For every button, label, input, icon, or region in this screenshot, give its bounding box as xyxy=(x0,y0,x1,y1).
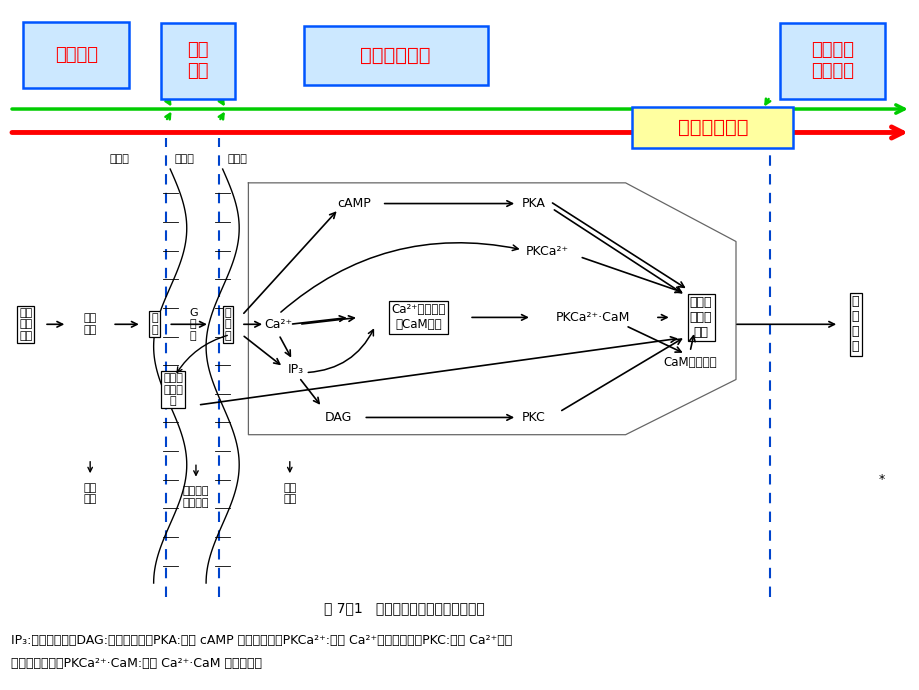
Text: PKCa²⁺: PKCa²⁺ xyxy=(526,246,568,258)
Text: IP₃:三磷酸肌醇；DAG:二酯酰甘油；PKA:依赖 cAMP 的蛋白激酶；PKCa²⁺:依赖 Ca²⁺的蛋白激酶；PKC:依赖 Ca²⁺与磷: IP₃:三磷酸肌醇；DAG:二酯酰甘油；PKA:依赖 cAMP 的蛋白激酶；PK… xyxy=(11,634,512,647)
Text: PKCa²⁺·CaM: PKCa²⁺·CaM xyxy=(556,311,630,324)
Text: 外界
环境
刺激: 外界 环境 刺激 xyxy=(19,308,32,341)
Text: 图 7－1   细胞信号转导的主要分子途径: 图 7－1 细胞信号转导的主要分子途径 xyxy=(324,602,484,615)
FancyBboxPatch shape xyxy=(161,23,234,99)
Text: 细胞质: 细胞质 xyxy=(227,154,247,164)
Text: PKA: PKA xyxy=(521,197,545,210)
Text: 细胞膜: 细胞膜 xyxy=(174,154,194,164)
FancyBboxPatch shape xyxy=(779,23,885,99)
FancyBboxPatch shape xyxy=(24,22,129,88)
Text: 膜上
信号: 膜上 信号 xyxy=(187,41,209,80)
Text: 受
体: 受 体 xyxy=(151,313,158,335)
Text: *: * xyxy=(878,473,884,486)
FancyBboxPatch shape xyxy=(303,26,487,84)
Text: PKC: PKC xyxy=(521,411,545,424)
Text: 信号转导过程: 信号转导过程 xyxy=(677,118,747,137)
Text: 胞内信号转导: 胞内信号转导 xyxy=(360,46,430,65)
Text: 膜上信号
转换系统: 膜上信号 转换系统 xyxy=(183,486,209,508)
Text: 初级
信使: 初级 信使 xyxy=(84,482,96,504)
Text: IP₃: IP₃ xyxy=(288,363,304,375)
Text: G
蛋
白: G 蛋 白 xyxy=(188,308,198,341)
FancyBboxPatch shape xyxy=(632,107,792,148)
Text: 酪氨酸
蛋白激
酶: 酪氨酸 蛋白激 酶 xyxy=(163,373,183,406)
Text: 效
应
器: 效 应 器 xyxy=(224,308,232,341)
Text: 胞间信号: 胞间信号 xyxy=(55,46,97,64)
Text: 第二
信使: 第二 信使 xyxy=(283,482,296,504)
Text: 蛋白质可
逆磷酸化: 蛋白质可 逆磷酸化 xyxy=(811,41,853,80)
Text: 细
胞
反
应: 细 胞 反 应 xyxy=(851,295,858,353)
Text: cAMP: cAMP xyxy=(337,197,370,210)
Text: CaM结合蛋白: CaM结合蛋白 xyxy=(663,356,716,368)
Text: Ca²⁺调节蛋白
（CaM等）: Ca²⁺调节蛋白 （CaM等） xyxy=(391,304,446,331)
Text: DAG: DAG xyxy=(324,411,352,424)
Text: 酶蛋白
磷酸化
修饰: 酶蛋白 磷酸化 修饰 xyxy=(689,296,711,339)
Text: Ca²⁺: Ca²⁺ xyxy=(265,318,292,331)
Text: 胞间
信号: 胞间 信号 xyxy=(84,313,96,335)
Text: 细胞外: 细胞外 xyxy=(109,154,130,164)
Text: 酯的蛋白激酶；PKCa²⁺·CaM:依赖 Ca²⁺·CaM 的蛋白激酶: 酯的蛋白激酶；PKCa²⁺·CaM:依赖 Ca²⁺·CaM 的蛋白激酶 xyxy=(11,658,262,670)
